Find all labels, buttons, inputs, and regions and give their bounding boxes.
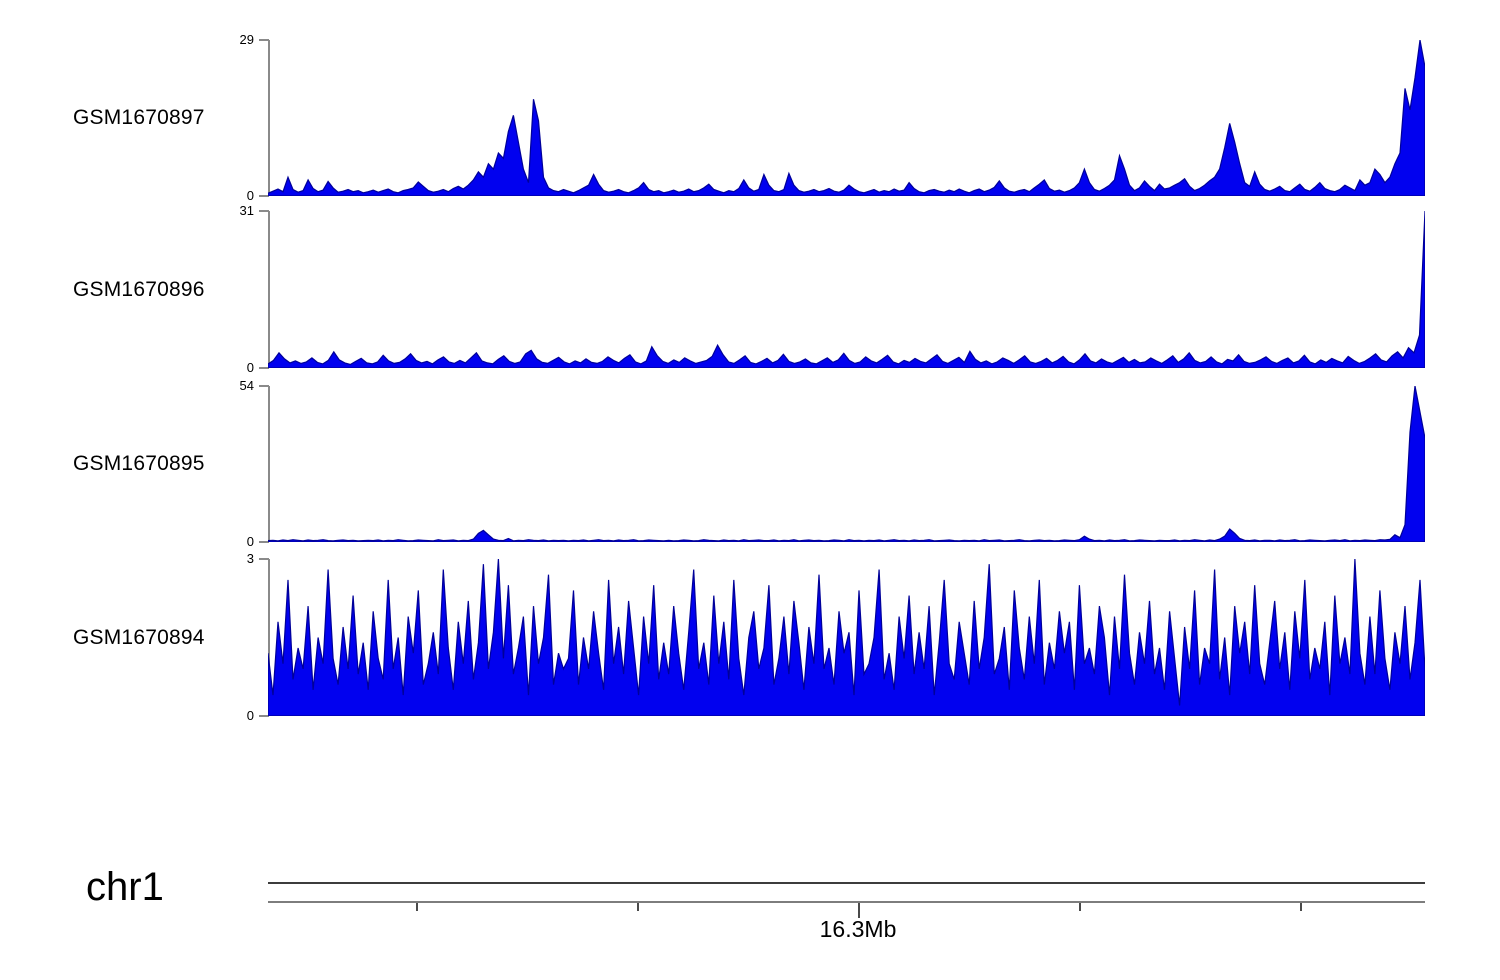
track-label: GSM1670896 [73, 277, 205, 301]
genome-axis-scale-line [268, 901, 1425, 903]
y-axis-top-tick [259, 39, 269, 41]
y-axis-zero-label: 0 [246, 708, 254, 723]
y-axis-max-label: 29 [239, 32, 254, 47]
genome-axis-tick [1300, 903, 1302, 911]
y-axis-line [268, 386, 270, 542]
coverage-signal [268, 211, 1425, 368]
y-axis-line [268, 559, 270, 716]
track-GSM1670894: GSM1670894 3 0 [0, 551, 1500, 723]
track-label: GSM1670894 [73, 625, 205, 649]
genome-axis-tick-label: 16.3Mb [819, 916, 897, 942]
y-axis-bottom-tick [259, 195, 269, 197]
y-axis-line [268, 40, 270, 196]
y-axis-max-label: 3 [246, 551, 254, 566]
y-axis-max-label: 54 [239, 378, 254, 393]
genome-axis-tick [416, 903, 418, 911]
coverage-signal [268, 386, 1425, 542]
y-axis-line [268, 211, 270, 368]
track-GSM1670896: GSM1670896 31 0 [0, 203, 1500, 375]
y-axis-max-label: 31 [239, 203, 254, 218]
y-axis-zero-label: 0 [246, 188, 254, 203]
genome-axis-tick [1079, 903, 1081, 911]
coverage-signal [268, 559, 1425, 716]
track-label: GSM1670897 [73, 106, 205, 129]
y-axis-bottom-tick [259, 541, 269, 543]
y-axis-top-tick [259, 210, 269, 212]
genome-axis-tick [637, 903, 639, 911]
y-axis-bottom-tick [259, 367, 269, 369]
y-axis-zero-label: 0 [246, 360, 254, 375]
track-GSM1670895: GSM1670895 54 0 [0, 378, 1500, 549]
coverage-signal [268, 40, 1425, 196]
genome-axis-line [268, 882, 1425, 884]
genome-axis-tick [858, 903, 860, 918]
y-axis-top-tick [259, 558, 269, 560]
track-GSM1670897: GSM1670897 29 0 [0, 32, 1500, 203]
chromosome-label: chr1 [86, 865, 164, 909]
y-axis-top-tick [259, 385, 269, 387]
y-axis-bottom-tick [259, 715, 269, 717]
track-label: GSM1670895 [73, 452, 205, 475]
y-axis-zero-label: 0 [246, 534, 254, 549]
